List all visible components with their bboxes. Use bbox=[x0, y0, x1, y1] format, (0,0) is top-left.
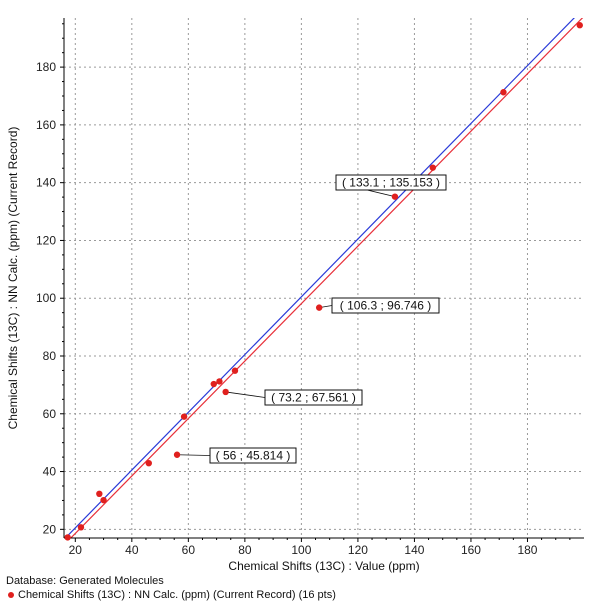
data-point bbox=[222, 388, 229, 396]
y-tick-label: 120 bbox=[36, 233, 56, 247]
x-tick-label: 60 bbox=[182, 543, 196, 557]
callout: ( 56 ; 45.814 ) bbox=[177, 447, 297, 464]
y-tick-label: 180 bbox=[36, 60, 56, 74]
data-point bbox=[64, 534, 71, 541]
data-point bbox=[429, 164, 437, 171]
legend-label: Chemical Shifts (13C) : NN Calc. (ppm) (… bbox=[18, 589, 336, 601]
y-tick-label: 100 bbox=[36, 291, 56, 305]
x-tick-label: 140 bbox=[404, 543, 424, 557]
axes: 20 40 60 80 100 120 140 160 180 20 40 60 80 100 120 140… bbox=[36, 18, 584, 557]
data-point bbox=[180, 413, 188, 420]
data-point bbox=[391, 193, 399, 200]
x-tick-label: 40 bbox=[125, 543, 139, 557]
data-point bbox=[173, 451, 181, 458]
callout: ( 133.1 ; 135.153 ) bbox=[335, 174, 447, 198]
x-tick-label: 160 bbox=[461, 543, 481, 557]
fit-line bbox=[69, 18, 584, 538]
y-tick-label: 20 bbox=[43, 522, 57, 536]
y-tick-label: 40 bbox=[43, 465, 57, 479]
callouts: ( 133.1 ; 135.153 ) ( 106.3 ; 96.746 ) ( 7… bbox=[177, 174, 447, 464]
callout-label: ( 133.1 ; 135.153 ) bbox=[342, 176, 440, 190]
data-point bbox=[100, 496, 107, 504]
data-point bbox=[576, 22, 583, 29]
callout-box bbox=[209, 447, 297, 464]
scatter-chart: 20 40 60 80 100 120 140 160 180 20 40 60 80 100 120 140… bbox=[6, 18, 584, 573]
y-tick-label: 80 bbox=[43, 349, 57, 363]
callout-box bbox=[335, 174, 447, 191]
legend: Chemical Shifts (13C) : NN Calc. (ppm) (… bbox=[6, 588, 336, 602]
x-tick-label: 80 bbox=[238, 543, 252, 557]
callout: ( 73.2 ; 67.561 ) bbox=[225, 389, 363, 406]
data-point bbox=[231, 367, 239, 374]
data-point bbox=[315, 304, 323, 311]
callout-leader bbox=[177, 454, 211, 456]
x-tick-label: 180 bbox=[517, 543, 537, 557]
chart-footer: Database: Generated Molecules Chemical S… bbox=[6, 574, 336, 602]
ideal-line bbox=[64, 18, 575, 538]
callout-box bbox=[264, 389, 363, 406]
callout: ( 106.3 ; 96.746 ) bbox=[319, 297, 440, 314]
data-point bbox=[77, 524, 85, 531]
x-tick-label: 100 bbox=[291, 543, 311, 557]
gridlines bbox=[64, 18, 584, 538]
data-point bbox=[210, 380, 217, 388]
legend-marker-icon bbox=[8, 592, 14, 598]
regression-lines bbox=[64, 18, 584, 538]
callout-label: ( 56 ; 45.814 ) bbox=[216, 449, 291, 463]
data-points bbox=[64, 22, 583, 541]
data-point bbox=[145, 459, 152, 467]
x-tick-label: 120 bbox=[348, 543, 368, 557]
y-tick-label: 140 bbox=[36, 176, 56, 190]
callout-leader bbox=[225, 391, 266, 398]
x-axis-title: Chemical Shifts (13C) : Value (ppm) bbox=[228, 559, 419, 573]
data-point bbox=[96, 490, 103, 497]
x-tick-label: 20 bbox=[69, 543, 83, 557]
y-tick-label: 60 bbox=[43, 407, 57, 421]
y-axis-title: Chemical Shifts (13C) : NN Calc. (ppm) (… bbox=[6, 127, 20, 430]
database-label: Database: Generated Molecules bbox=[6, 575, 164, 587]
data-point bbox=[500, 89, 507, 96]
callout-box bbox=[331, 297, 440, 314]
y-tick-label: 160 bbox=[36, 118, 56, 132]
data-point bbox=[216, 378, 223, 385]
callout-label: ( 106.3 ; 96.746 ) bbox=[340, 299, 431, 313]
callout-label: ( 73.2 ; 67.561 ) bbox=[271, 391, 356, 405]
